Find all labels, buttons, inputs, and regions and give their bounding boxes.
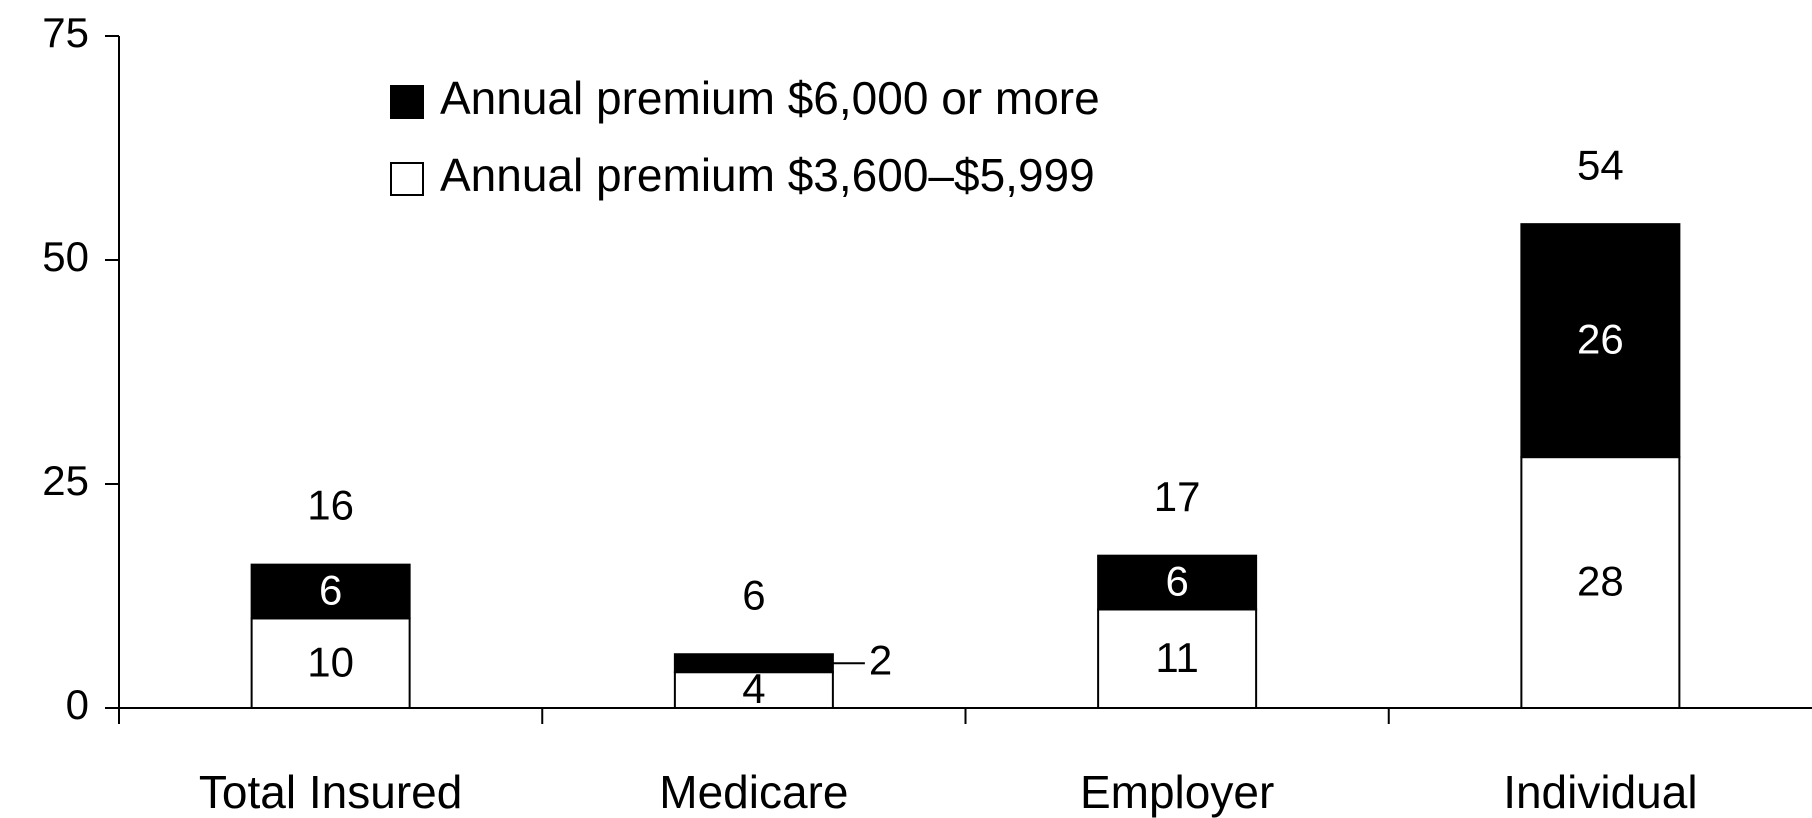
value-label: 10: [307, 638, 354, 685]
bar-segment: [250, 563, 411, 620]
bar-segment: [673, 671, 834, 709]
total-label: 16: [307, 482, 354, 529]
value-label: 2: [869, 636, 892, 683]
legend-label: Annual premium $3,600–$5,999: [440, 149, 1095, 201]
x-tick-label: Individual: [1503, 766, 1697, 818]
legend-swatch: [390, 162, 424, 196]
value-label: 28: [1577, 558, 1624, 605]
bar-segment: [1097, 608, 1258, 709]
bar-segment: [673, 653, 834, 674]
y-tick-label: 75: [42, 9, 89, 56]
value-label: 11: [1155, 634, 1199, 681]
value-label: 6: [1165, 558, 1188, 605]
value-label: 6: [319, 567, 342, 614]
bar-segment: [1097, 554, 1258, 611]
y-tick-label: 50: [42, 233, 89, 280]
x-tick-label: Employer: [1080, 766, 1274, 818]
legend-swatch: [390, 85, 424, 119]
value-label: 26: [1577, 316, 1624, 363]
legend-label: Annual premium $6,000 or more: [440, 72, 1100, 124]
bar-segment: [1520, 456, 1681, 709]
total-label: 54: [1577, 141, 1624, 188]
value-label: 4: [742, 665, 765, 712]
total-label: 6: [742, 571, 765, 618]
y-tick-label: 0: [66, 681, 89, 728]
bar-segment: [1520, 223, 1681, 459]
total-label: 17: [1154, 473, 1201, 520]
x-tick-label: Total Insured: [199, 766, 462, 818]
x-tick-label: Medicare: [659, 766, 848, 818]
y-tick-label: 25: [42, 457, 89, 504]
